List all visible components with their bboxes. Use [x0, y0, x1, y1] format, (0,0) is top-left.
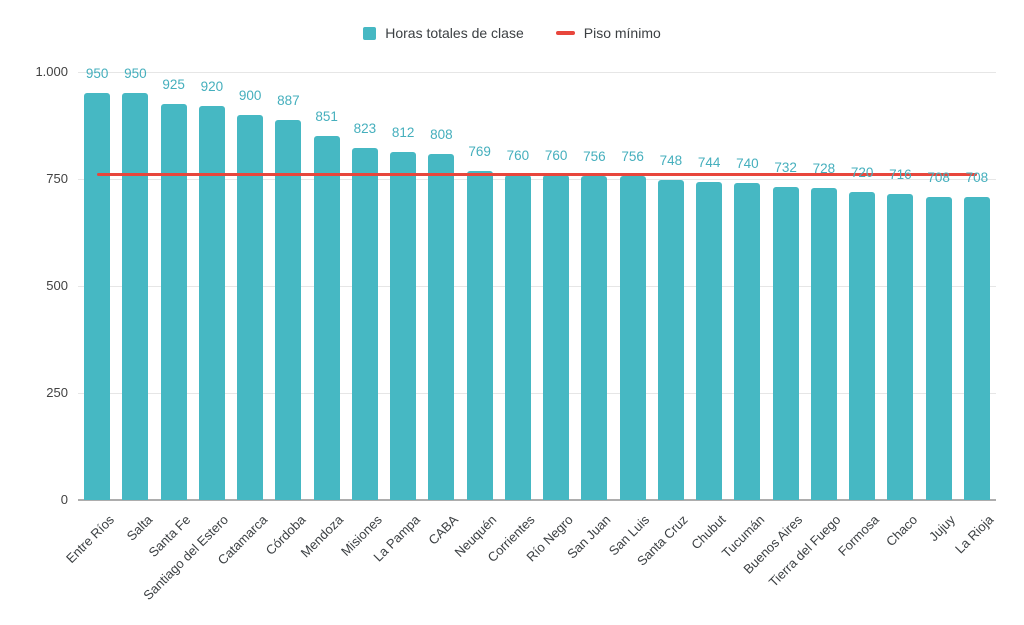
bar	[772, 186, 799, 500]
bar	[619, 176, 646, 500]
bar-value-label: 823	[353, 120, 377, 136]
y-tick-label: 250	[46, 385, 68, 400]
bar-value-label: 720	[850, 164, 874, 180]
bar	[734, 183, 761, 500]
bar-value-label: 920	[200, 79, 224, 95]
bar-value-label: 728	[812, 161, 836, 177]
gridline	[78, 71, 996, 73]
bar	[657, 179, 684, 500]
bar-value-label: 760	[506, 147, 530, 163]
bar	[696, 181, 723, 500]
y-axis: 0 250 500 750 1.000	[0, 64, 68, 507]
bar-value-label: 748	[659, 152, 683, 168]
bar	[925, 196, 952, 500]
bar	[237, 114, 264, 500]
bar-value-label: 925	[162, 77, 185, 93]
bar	[313, 135, 340, 500]
bar	[122, 93, 149, 500]
bar	[84, 93, 111, 500]
bar-value-label: 708	[927, 169, 950, 185]
bar	[466, 170, 493, 500]
bar-value-label: 708	[965, 169, 989, 185]
bar-value-label: 716	[889, 166, 912, 182]
bar-value-label: 740	[736, 156, 759, 172]
bar	[849, 191, 876, 500]
bar-value-label: 756	[621, 149, 644, 165]
gridline	[78, 178, 996, 180]
x-category-label: CABA	[425, 512, 461, 548]
bar	[963, 196, 990, 500]
bar-series-swatch	[363, 26, 377, 40]
bar-value-label: 756	[583, 149, 606, 165]
bar	[160, 104, 187, 500]
y-tick-label: 0	[60, 492, 68, 507]
y-tick-label: 1.000	[35, 64, 68, 79]
bar-value-label: 760	[544, 147, 568, 163]
bar-value-label: 851	[315, 108, 338, 124]
x-category-label: Formosa	[834, 512, 882, 559]
x-category-label: Tierra del Fuego	[765, 512, 844, 590]
bar	[581, 176, 608, 500]
piso-minimo-line	[97, 173, 977, 177]
line-series-swatch	[555, 31, 575, 35]
bar	[390, 152, 417, 500]
bar	[198, 106, 225, 500]
x-category-label: Chaco	[882, 512, 920, 550]
bar-value-label: 887	[277, 93, 300, 109]
gridline	[78, 392, 996, 394]
legend: Horas totales de clase Piso mínimo	[0, 25, 1024, 41]
bar	[428, 154, 455, 500]
bar-value-label: 732	[774, 159, 797, 175]
bar	[887, 193, 914, 500]
bar-value-label: 950	[85, 66, 109, 82]
bar-value-label: 900	[238, 87, 262, 103]
bar-value-label: 808	[430, 127, 453, 143]
bar	[504, 174, 531, 500]
plot-area: 950 950 925 920 900 887 851 823 812 808 769 760 760 7…	[78, 66, 996, 501]
legend-item-line: Piso mínimo	[555, 25, 661, 41]
bar	[810, 188, 837, 500]
bar-value-label: 744	[697, 154, 721, 170]
legend-item-bars: Horas totales de clase	[363, 25, 524, 41]
gridline	[78, 285, 996, 287]
bar	[351, 147, 378, 500]
bar-value-label: 769	[468, 143, 491, 159]
x-axis-baseline	[78, 499, 996, 501]
line-series-label: Piso mínimo	[583, 25, 661, 41]
x-category-label: Jujuy	[926, 512, 959, 545]
x-category-label: La Rioja	[952, 512, 997, 557]
x-axis: Entre Ríos Salta Santa Fe Santiago del Este…	[63, 500, 997, 625]
x-category-label: Salta	[123, 512, 155, 544]
x-category-label: Entre Ríos	[62, 512, 117, 567]
bar-series-label: Horas totales de clase	[385, 25, 524, 41]
y-tick-label: 500	[46, 278, 68, 293]
bar	[275, 120, 302, 500]
bar	[543, 174, 570, 500]
y-tick-label: 750	[46, 171, 68, 186]
bar-value-label: 812	[391, 125, 415, 141]
bar-value-label: 950	[124, 66, 147, 82]
